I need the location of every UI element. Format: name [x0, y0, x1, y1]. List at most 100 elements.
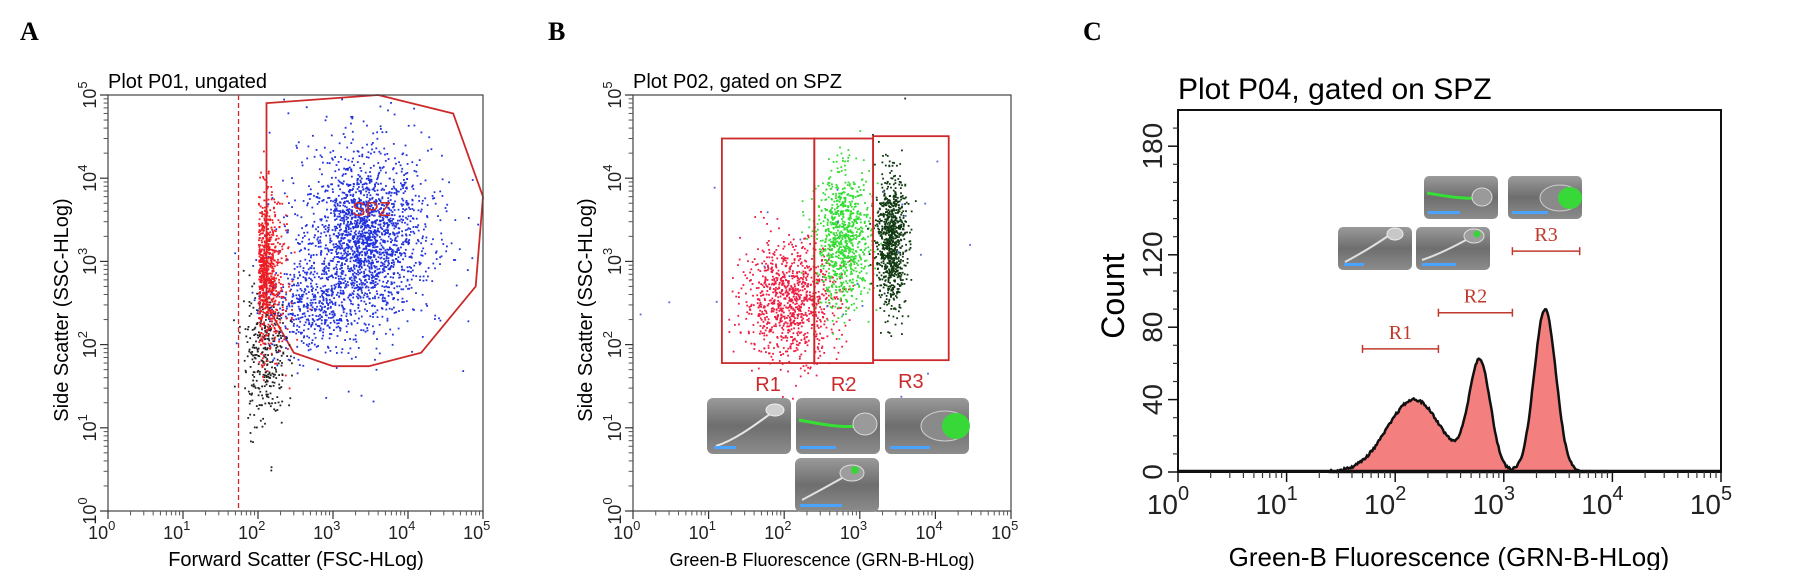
- data-point: [342, 308, 345, 311]
- data-point: [365, 201, 368, 204]
- data-point: [334, 219, 336, 221]
- data-point: [781, 257, 783, 259]
- data-point: [382, 211, 385, 213]
- data-point: [296, 338, 299, 341]
- data-point: [752, 324, 755, 326]
- data-point: [778, 310, 781, 312]
- data-point: [331, 316, 334, 319]
- data-point: [807, 236, 810, 239]
- data-point: [390, 102, 392, 104]
- data-point: [418, 200, 421, 202]
- data-point: [250, 353, 253, 356]
- data-point: [387, 158, 390, 160]
- data-point: [399, 276, 402, 279]
- data-point: [363, 251, 366, 254]
- data-point: [343, 298, 345, 301]
- data-point: [346, 200, 348, 203]
- data-point: [357, 286, 360, 289]
- data-point: [345, 168, 348, 170]
- data-point: [860, 293, 862, 295]
- data-point: [376, 245, 379, 248]
- data-point: [728, 331, 731, 333]
- data-point: [770, 328, 773, 331]
- data-point: [366, 293, 368, 295]
- data-point: [306, 204, 309, 207]
- data-point: [330, 208, 332, 211]
- data-point: [273, 314, 276, 317]
- data-point: [300, 332, 302, 335]
- data-point: [350, 212, 353, 215]
- data-point: [297, 331, 300, 333]
- data-point: [822, 250, 825, 252]
- data-point: [834, 208, 836, 211]
- data-point: [338, 142, 341, 145]
- data-point: [263, 213, 266, 216]
- data-point: [260, 294, 263, 297]
- data-point: [265, 305, 268, 307]
- data-point: [395, 244, 398, 247]
- data-point: [336, 209, 339, 212]
- data-point: [822, 265, 825, 268]
- data-point: [330, 317, 332, 319]
- data-point: [248, 304, 251, 307]
- data-point: [346, 234, 349, 237]
- data-point: [844, 324, 847, 327]
- data-point: [350, 267, 353, 269]
- data-point: [379, 248, 381, 251]
- data-point: [356, 223, 358, 226]
- data-point: [379, 236, 381, 238]
- data-point: [339, 329, 342, 332]
- data-point: [351, 115, 354, 118]
- data-point: [418, 263, 421, 266]
- data-point: [282, 351, 285, 354]
- data-point: [759, 303, 762, 306]
- data-point: [808, 294, 811, 297]
- data-point: [838, 226, 841, 229]
- data-point: [327, 228, 330, 231]
- data-point: [810, 310, 812, 313]
- data-point: [424, 223, 427, 226]
- data-point: [801, 286, 804, 288]
- data-point: [420, 208, 423, 211]
- data-point: [415, 164, 418, 166]
- data-point: [355, 295, 358, 298]
- data-point: [837, 317, 840, 319]
- data-point: [324, 321, 327, 324]
- data-point: [387, 280, 389, 282]
- data-point: [252, 354, 255, 357]
- data-point: [335, 200, 337, 203]
- data-point: [851, 260, 854, 263]
- data-point: [351, 283, 353, 286]
- data-point: [836, 203, 838, 206]
- data-point: [359, 199, 362, 201]
- data-point: [279, 404, 282, 407]
- data-point: [270, 236, 273, 239]
- data-point: [770, 268, 773, 270]
- data-point: [822, 247, 824, 250]
- data-point: [349, 300, 352, 302]
- data-point: [329, 306, 332, 309]
- data-point: [348, 241, 351, 243]
- data-point: [367, 225, 370, 227]
- data-point: [349, 239, 352, 242]
- data-point: [272, 256, 274, 259]
- data-point: [261, 276, 264, 278]
- data-point: [270, 309, 272, 312]
- data-point: [824, 248, 827, 250]
- data-point: [838, 237, 841, 240]
- data-point: [270, 290, 273, 292]
- data-point: [287, 313, 290, 316]
- data-point: [392, 276, 394, 279]
- data-point: [321, 173, 323, 176]
- data-point: [853, 302, 855, 305]
- data-point: [774, 315, 776, 318]
- data-point: [310, 265, 313, 267]
- data-point: [784, 298, 787, 300]
- data-point: [275, 272, 278, 274]
- data-point: [266, 261, 269, 264]
- data-point: [269, 307, 271, 309]
- data-point: [397, 272, 399, 274]
- data-point: [352, 150, 355, 153]
- data-point: [277, 314, 280, 317]
- data-point: [334, 213, 336, 216]
